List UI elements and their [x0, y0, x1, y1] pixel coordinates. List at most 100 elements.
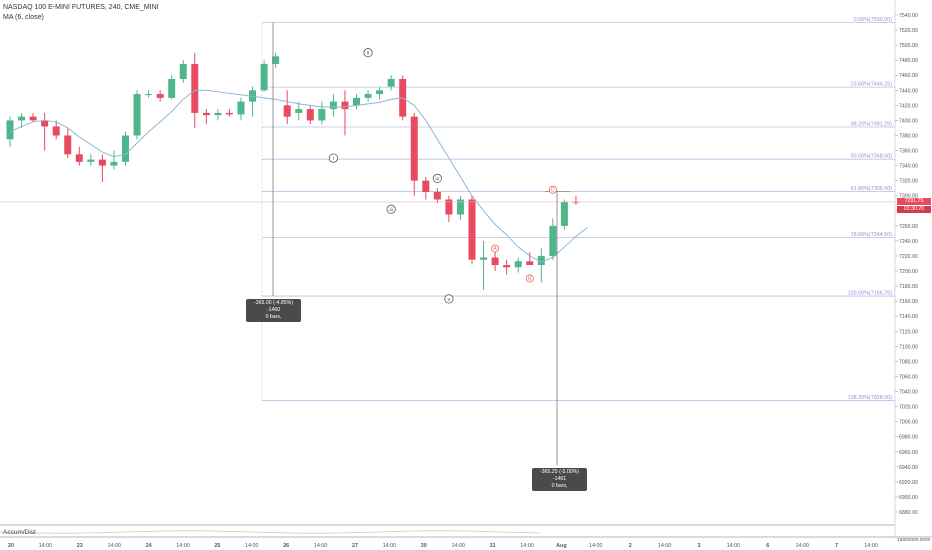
fib-level-label: 138.20%(7028.00) [848, 395, 893, 401]
candle-body [468, 199, 476, 260]
candle-body [537, 255, 545, 266]
wave-label-text: iv [435, 176, 439, 182]
candle-body [237, 101, 245, 115]
time-tick-label: 14:00 [520, 543, 534, 549]
candle-body [145, 94, 153, 96]
wave-label-circle [328, 153, 338, 163]
fib-level-label: 50.00%(7348.50) [851, 154, 893, 160]
candle-body [133, 94, 141, 136]
chart-header: NASDAQ 100 E-MINI FUTURES, 240, CME_MINI… [3, 3, 159, 23]
price-tick-label: 7400.00 [899, 118, 918, 124]
candle-body [503, 265, 511, 268]
price-tick-label: 7220.00 [899, 254, 918, 260]
correction-label-text: B [528, 276, 532, 282]
price-tick-label: 6940.00 [899, 465, 918, 471]
time-tick-label: 26 [283, 543, 289, 549]
candle-body [456, 199, 464, 215]
time-tick-label: 14:00 [245, 543, 259, 549]
time-tick-label: 30 [421, 543, 427, 549]
candle-body [422, 180, 430, 192]
time-tick-label: 7 [835, 543, 838, 549]
time-tick-label: 31 [490, 543, 496, 549]
candle-body [572, 201, 580, 203]
measure-badge-2-line1: -365.25 (-5.00%) -1461 [540, 469, 579, 482]
price-tick-label: 7460.00 [899, 73, 918, 79]
candle-body [410, 116, 418, 181]
fib-level-label: 78.60%(7244.50) [851, 232, 893, 238]
candle-body [491, 257, 499, 266]
price-tick-label: 7420.00 [899, 103, 918, 109]
candle-body [445, 199, 453, 215]
time-tick-label: 14:00 [589, 543, 603, 549]
wave-label-text: ii [367, 51, 369, 57]
price-tick-label: 7380.00 [899, 133, 918, 139]
time-tick-label: 14:00 [176, 543, 190, 549]
candle-body [87, 159, 95, 162]
candle-body [52, 126, 60, 136]
candle-body [110, 161, 118, 166]
price-tick-label: 7100.00 [899, 344, 918, 350]
time-tick-label: 27 [352, 543, 358, 549]
candle-body [341, 101, 349, 110]
price-tick-label: 7140.00 [899, 314, 918, 320]
symbol-title: NASDAQ 100 E-MINI FUTURES, 240, CME_MINI [3, 4, 159, 11]
candle-body [560, 201, 568, 226]
candle-body [364, 94, 372, 98]
candle-body [191, 63, 199, 113]
time-tick-label: 14:00 [107, 543, 121, 549]
time-tick-label: 25 [214, 543, 220, 549]
candle-body [214, 112, 222, 116]
candle-body [549, 225, 557, 256]
time-tick-label: 24 [146, 543, 152, 549]
time-tick-label: 14:00 [451, 543, 465, 549]
price-tick-label: 6980.00 [899, 435, 918, 441]
candle-body [480, 257, 488, 260]
candle-body [283, 105, 291, 117]
price-tick-label: 6920.00 [899, 480, 918, 486]
fib-level-label: 0.00%(7530.00) [854, 17, 893, 23]
indicator-axis-label: 18800000.0000 [897, 537, 931, 543]
time-tick-label: 6 [766, 543, 769, 549]
price-tick-label: 7160.00 [899, 299, 918, 305]
correction-label-circle [525, 274, 534, 283]
candle-body [122, 135, 129, 162]
time-tick-label: 3 [698, 543, 701, 549]
wave-label-circle [444, 294, 454, 304]
wave-label-text: i [333, 156, 334, 162]
time-tick-label: 14:00 [795, 543, 809, 549]
time-tick-label: 20 [8, 543, 14, 549]
price-tick-label: 7540.00 [899, 13, 918, 19]
wave-label-text: iii [389, 207, 393, 213]
candle-body [353, 97, 360, 106]
price-tick-label: 7320.00 [899, 179, 918, 185]
wave-label-circle [363, 48, 373, 58]
time-tick-label: 14:00 [727, 543, 741, 549]
candle-body [376, 90, 384, 95]
candle-body [295, 109, 303, 113]
candle-body [433, 191, 441, 200]
correction-label-circle [548, 185, 557, 194]
candle-body [156, 94, 164, 98]
time-tick-label: 14:00 [864, 543, 878, 549]
correction-label-text: A [493, 246, 497, 252]
time-tick-label: 23 [77, 543, 83, 549]
price-tick-label: 7440.00 [899, 88, 918, 94]
candle-body [6, 120, 14, 140]
price-tick-label: 7260.00 [899, 224, 918, 230]
candle-body [260, 63, 268, 91]
candle-body [272, 56, 280, 64]
time-tick-label: 2 [629, 543, 632, 549]
price-tick-label: 7520.00 [899, 28, 918, 34]
measure-badge-2: -365.25 (-5.00%) -1461 0 bars, [532, 468, 587, 491]
time-tick-label: 14:00 [314, 543, 328, 549]
time-tick-label: 14:00 [39, 543, 53, 549]
candle-body [514, 261, 522, 268]
candle-body [306, 109, 314, 121]
price-tick-label: 7360.00 [899, 149, 918, 155]
candle-body [387, 79, 395, 87]
price-tick-label: 7240.00 [899, 239, 918, 245]
price-tick-label: 7080.00 [899, 359, 918, 365]
price-tick-label: 7340.00 [899, 164, 918, 170]
price-tick-label: 7120.00 [899, 329, 918, 335]
